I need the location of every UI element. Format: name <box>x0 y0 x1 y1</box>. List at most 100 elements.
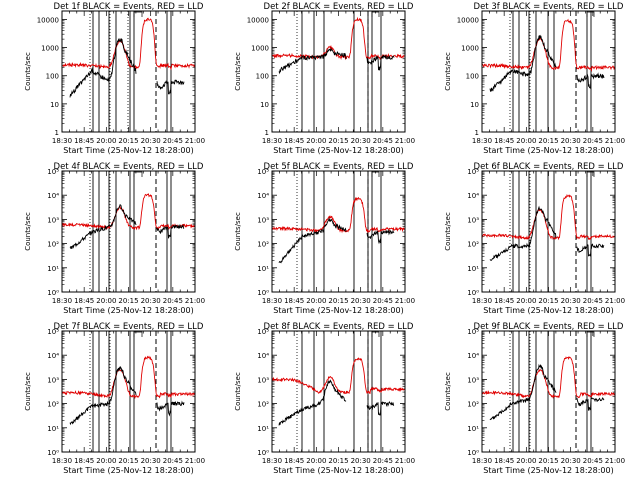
x-tick-label: 21:00 <box>395 457 415 465</box>
x-tick-label: 18:30 <box>262 297 282 305</box>
y-tick-label: 1000 <box>251 45 269 53</box>
y-tick-label: 10⁵ <box>47 168 59 176</box>
y-tick-label: 10 <box>260 101 269 109</box>
detector-panel: Det 3f BLACK = Events, RED = LLD Counts/s… <box>444 2 625 155</box>
y-axis-label: Counts/sec <box>444 372 452 411</box>
y-tick-label: 10⁴ <box>257 352 269 360</box>
x-tick-label: 18:45 <box>494 457 514 465</box>
x-axis-label: Start Time (25-Nov-12 18:28:00) <box>483 306 613 315</box>
y-tick-label: 10² <box>257 241 269 249</box>
y-tick-label: 10² <box>47 401 59 409</box>
interval-bracket-mark <box>586 11 595 17</box>
y-tick-label: 10⁴ <box>257 192 269 200</box>
x-tick-label: 18:30 <box>52 297 72 305</box>
x-tick-label: 20:15 <box>538 457 558 465</box>
x-axis-label: Start Time (25-Nov-12 18:28:00) <box>483 466 613 475</box>
y-tick-label: 10⁰ <box>257 289 269 297</box>
detector-panel: Det 7f BLACK = Events, RED = LLD Counts/s… <box>24 322 205 475</box>
x-tick-label: 20:00 <box>516 457 536 465</box>
x-tick-label: 18:30 <box>472 137 492 145</box>
x-tick-label: 20:15 <box>328 137 348 145</box>
x-tick-label: 20:15 <box>118 137 138 145</box>
y-tick-label: 10¹ <box>467 265 479 273</box>
x-tick-label: 20:30 <box>141 297 161 305</box>
x-tick-label: 21:00 <box>605 137 625 145</box>
x-tick-label: 20:45 <box>583 297 603 305</box>
panel-title: Det 2f BLACK = Events, RED = LLD <box>264 2 414 12</box>
events-series-line <box>278 379 347 426</box>
detector-panel: Det 5f BLACK = Events, RED = LLD Counts/s… <box>234 162 415 315</box>
plot-frame <box>61 170 196 293</box>
lld-series-line <box>61 193 196 231</box>
y-tick-label: 10⁰ <box>47 289 59 297</box>
y-tick-label: 10³ <box>47 216 59 224</box>
y-axis-label: Counts/sec <box>234 372 242 411</box>
x-tick-label: 20:45 <box>583 137 603 145</box>
lld-series-line <box>481 194 616 241</box>
y-tick-label: 10⁴ <box>467 352 479 360</box>
plot-frame <box>61 10 196 133</box>
x-tick-label: 20:45 <box>583 457 603 465</box>
y-axis-label: Counts/sec <box>234 52 242 91</box>
x-tick-label: 20:00 <box>516 297 536 305</box>
x-tick-label: 20:30 <box>561 137 581 145</box>
x-tick-label: 20:45 <box>373 297 393 305</box>
x-tick-label: 20:15 <box>538 297 558 305</box>
events-series-line <box>576 72 605 90</box>
y-tick-label: 100 <box>466 73 479 81</box>
panel-title: Det 5f BLACK = Events, RED = LLD <box>264 162 414 172</box>
y-tick-label: 10³ <box>257 216 269 224</box>
y-tick-label: 10² <box>257 401 269 409</box>
lld-series-line <box>61 17 196 71</box>
x-tick-label: 21:00 <box>605 297 625 305</box>
detector-panel: Det 9f BLACK = Events, RED = LLD Counts/s… <box>444 322 625 475</box>
y-tick-label: 10⁵ <box>47 328 59 336</box>
panel-title: Det 3f BLACK = Events, RED = LLD <box>474 2 624 12</box>
x-tick-label: 21:00 <box>185 297 205 305</box>
plot-frame <box>271 10 406 133</box>
y-tick-label: 10³ <box>467 216 479 224</box>
y-tick-label: 10⁴ <box>47 192 59 200</box>
plot-frame <box>481 170 616 293</box>
y-tick-label: 10⁰ <box>467 449 479 457</box>
x-tick-label: 20:30 <box>351 137 371 145</box>
x-tick-label: 18:45 <box>284 297 304 305</box>
x-tick-label: 18:45 <box>494 137 514 145</box>
y-tick-label: 10¹ <box>257 425 269 433</box>
interval-bracket-mark <box>133 171 143 177</box>
detector-panel: Det 1f BLACK = Events, RED = LLD Counts/s… <box>24 2 205 155</box>
x-axis-label: Start Time (25-Nov-12 18:28:00) <box>63 146 193 155</box>
x-axis-label: Start Time (25-Nov-12 18:28:00) <box>483 146 613 155</box>
x-tick-label: 20:30 <box>141 137 161 145</box>
y-tick-label: 100 <box>46 73 59 81</box>
x-tick-label: 18:45 <box>284 137 304 145</box>
x-tick-label: 18:30 <box>52 457 72 465</box>
y-tick-label: 10¹ <box>47 425 59 433</box>
x-axis-label: Start Time (25-Nov-12 18:28:00) <box>63 466 193 475</box>
x-tick-label: 18:45 <box>74 297 94 305</box>
detector-panel: Det 4f BLACK = Events, RED = LLD Counts/s… <box>24 162 205 315</box>
y-tick-label: 10⁰ <box>47 449 59 457</box>
x-tick-label: 20:30 <box>351 457 371 465</box>
x-tick-label: 20:15 <box>538 137 558 145</box>
x-tick-label: 20:00 <box>516 137 536 145</box>
y-tick-label: 10⁵ <box>467 168 479 176</box>
events-series-line <box>576 397 605 411</box>
y-tick-label: 10³ <box>467 376 479 384</box>
detector-panel: Det 2f BLACK = Events, RED = LLD Counts/s… <box>234 2 415 155</box>
x-tick-label: 20:45 <box>163 297 183 305</box>
events-series-line <box>366 229 395 245</box>
y-tick-label: 1 <box>475 129 479 137</box>
lld-series-line <box>271 196 406 234</box>
y-axis-label: Counts/sec <box>234 212 242 251</box>
y-tick-label: 1 <box>55 129 59 137</box>
y-tick-label: 1000 <box>461 45 479 53</box>
panel-title: Det 4f BLACK = Events, RED = LLD <box>54 162 204 172</box>
y-tick-label: 10⁵ <box>257 328 269 336</box>
events-series-line <box>489 34 557 93</box>
events-series-line <box>278 216 347 264</box>
y-tick-label: 10² <box>47 241 59 249</box>
events-series-line <box>366 54 395 71</box>
lld-series-line <box>271 357 406 395</box>
x-tick-label: 20:30 <box>561 297 581 305</box>
